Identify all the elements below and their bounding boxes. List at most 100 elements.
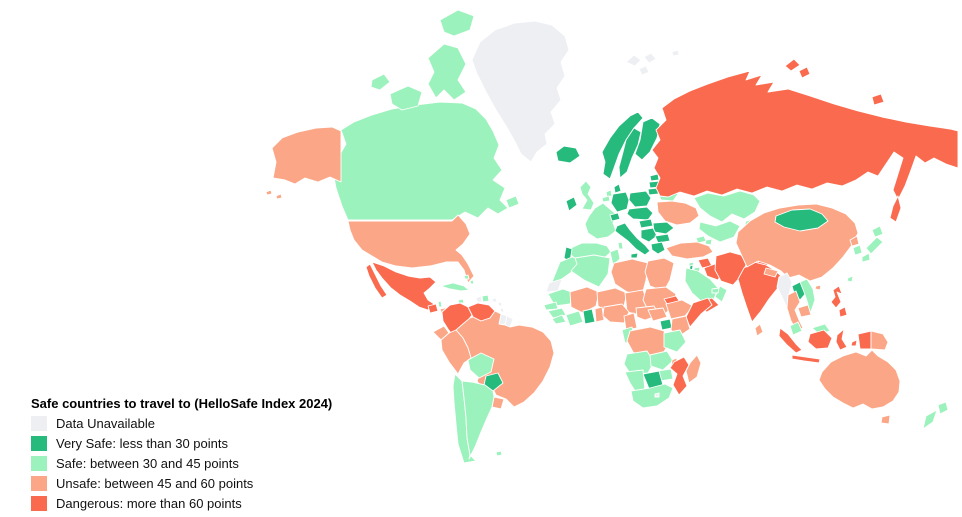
country-nepal[interactable] — [763, 267, 779, 278]
country-turkey[interactable] — [665, 241, 714, 260]
country-ellesmere-island[interactable] — [439, 9, 475, 37]
country-mongolia[interactable] — [774, 208, 829, 232]
country-ivory-coast[interactable] — [565, 310, 584, 327]
country-algeria[interactable] — [570, 254, 611, 288]
country-ghana[interactable] — [582, 308, 596, 325]
country-belgium[interactable] — [601, 195, 611, 203]
country-russia[interactable] — [651, 70, 959, 201]
country-south-sudan[interactable] — [647, 307, 668, 322]
country-new-zealand[interactable] — [922, 401, 949, 430]
country-cambodia[interactable] — [797, 304, 812, 318]
country-estonia[interactable] — [649, 173, 660, 182]
country-italy[interactable] — [614, 222, 651, 256]
country-indonesia-java[interactable] — [791, 354, 821, 364]
country-uk[interactable] — [579, 180, 595, 211]
country-czechia-austria[interactable] — [626, 206, 654, 221]
country-greenland[interactable] — [471, 20, 570, 163]
country-paraguay[interactable] — [483, 372, 504, 392]
country-dominican-republic[interactable] — [481, 294, 490, 303]
country-taiwan[interactable] — [846, 275, 854, 283]
country-aleutians[interactable] — [265, 189, 283, 200]
country-svalbard[interactable] — [625, 52, 657, 76]
country-senegal[interactable] — [543, 301, 559, 311]
country-guatemala[interactable] — [427, 303, 439, 314]
country-banks-island[interactable] — [370, 73, 391, 91]
country-nigeria[interactable] — [602, 303, 630, 324]
country-south-africa[interactable] — [630, 383, 674, 409]
country-argentina[interactable] — [461, 380, 495, 460]
country-uae[interactable] — [711, 287, 720, 294]
country-ireland[interactable] — [565, 196, 578, 212]
country-uzbekistan-turkmenistan[interactable] — [698, 220, 741, 243]
country-malaysia[interactable] — [789, 321, 803, 336]
country-tunisia[interactable] — [609, 248, 621, 266]
country-indonesia-sulawesi[interactable] — [835, 328, 848, 351]
country-egypt[interactable] — [644, 257, 675, 292]
country-bolivia[interactable] — [467, 352, 495, 379]
country-usa[interactable] — [347, 214, 475, 284]
country-papua-new-guinea[interactable] — [870, 330, 889, 351]
country-finland[interactable] — [634, 117, 661, 161]
country-hungary[interactable] — [638, 218, 654, 229]
country-india[interactable] — [737, 261, 784, 323]
country-tasmania[interactable] — [880, 414, 891, 425]
country-somalia[interactable] — [685, 297, 713, 328]
country-denmark[interactable] — [613, 183, 622, 194]
country-indonesia-maluku[interactable] — [850, 339, 858, 347]
country-mali[interactable] — [569, 286, 600, 314]
country-greece[interactable] — [650, 241, 666, 255]
country-franz-josef[interactable] — [671, 49, 680, 57]
country-north-korea[interactable] — [849, 235, 860, 247]
country-mexico[interactable] — [365, 261, 437, 311]
country-jamaica[interactable] — [457, 298, 465, 304]
country-indonesia-papua[interactable] — [857, 330, 872, 350]
country-hainan[interactable] — [814, 284, 822, 291]
country-lesser-antilles[interactable] — [497, 301, 505, 313]
country-south-korea[interactable] — [852, 244, 863, 256]
country-sri-lanka[interactable] — [754, 323, 764, 337]
country-kazakhstan[interactable] — [693, 190, 761, 223]
country-newfoundland[interactable] — [505, 195, 520, 209]
country-balkans[interactable] — [640, 227, 658, 243]
country-saudi-arabia[interactable] — [684, 267, 719, 303]
country-bahamas[interactable] — [463, 274, 475, 285]
country-france[interactable] — [584, 202, 617, 240]
country-mozambique[interactable] — [669, 356, 690, 396]
country-lesotho[interactable] — [654, 392, 660, 398]
country-ukraine[interactable] — [656, 200, 700, 226]
country-alaska[interactable] — [271, 126, 342, 185]
country-new-siberian-islands[interactable] — [871, 93, 885, 106]
country-poland[interactable] — [628, 190, 652, 208]
country-germany[interactable] — [610, 191, 630, 213]
country-falklands[interactable] — [495, 450, 503, 457]
country-iceland[interactable] — [555, 145, 581, 164]
country-novaya-zemlya[interactable] — [784, 58, 811, 79]
country-victoria-island[interactable] — [389, 85, 423, 111]
country-haiti[interactable] — [475, 295, 483, 303]
country-madagascar[interactable] — [685, 354, 702, 384]
country-indonesia-kalimantan[interactable] — [807, 329, 833, 350]
country-tanzania[interactable] — [663, 329, 687, 353]
country-netherlands[interactable] — [605, 189, 613, 198]
country-canada[interactable] — [332, 101, 509, 221]
country-uganda[interactable] — [659, 318, 673, 331]
country-sardinia[interactable] — [617, 241, 624, 250]
country-baffin-island[interactable] — [427, 43, 467, 101]
country-puerto-rico[interactable] — [491, 297, 498, 303]
country-cuba[interactable] — [440, 282, 470, 292]
country-sicily[interactable] — [630, 252, 639, 259]
country-indonesia-sumatra[interactable] — [778, 327, 803, 354]
country-togo-benin[interactable] — [594, 306, 605, 323]
country-thailand[interactable] — [786, 290, 804, 332]
country-sweden[interactable] — [618, 127, 642, 179]
country-belize[interactable] — [437, 300, 443, 308]
country-philippines[interactable] — [830, 285, 848, 318]
country-switzerland[interactable] — [609, 212, 621, 222]
country-sakhalin[interactable] — [889, 195, 902, 223]
country-bulgaria[interactable] — [654, 233, 671, 244]
country-cameroon[interactable] — [623, 312, 638, 331]
country-australia[interactable] — [818, 349, 901, 410]
country-japan[interactable] — [861, 225, 884, 263]
country-azerbaijan[interactable] — [704, 238, 713, 246]
country-zambia[interactable] — [649, 350, 674, 371]
